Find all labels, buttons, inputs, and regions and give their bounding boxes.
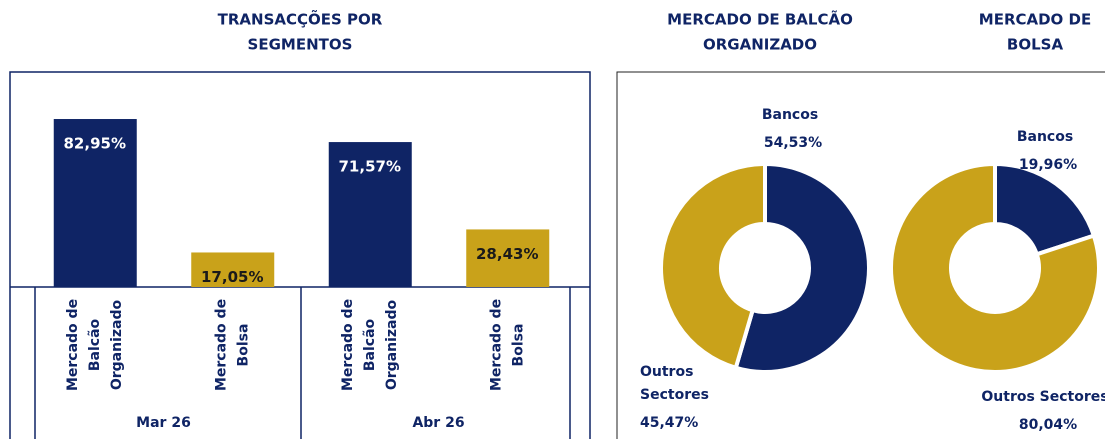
chart-title: MERCADO DE xyxy=(979,11,1091,29)
slice-label: Bancos xyxy=(762,107,818,123)
bar xyxy=(328,142,412,287)
donut-slice xyxy=(659,161,767,371)
slice-value: 45,47% xyxy=(640,415,698,431)
group-label: Abr 26 xyxy=(412,415,464,431)
value-label: 17,05% xyxy=(201,268,263,286)
bar-panel xyxy=(9,71,591,439)
category-label: Organizado xyxy=(109,299,125,390)
slice-label: Sectores xyxy=(640,387,709,403)
bar xyxy=(466,229,550,287)
category-label: Bolsa xyxy=(510,324,526,367)
category-label: Balcão xyxy=(87,318,103,371)
slice-label: Bancos xyxy=(1017,129,1073,145)
chart-title: SEGMENTOS xyxy=(248,36,353,54)
category-label: Bolsa xyxy=(235,324,251,367)
value-label: 28,43% xyxy=(476,245,538,263)
value-label: 82,95% xyxy=(64,135,126,153)
chart-title: ORGANIZADO xyxy=(703,36,817,54)
donut-panel xyxy=(616,71,1105,439)
category-label: Mercado de xyxy=(213,299,229,391)
slice-value: 54,53% xyxy=(764,135,822,151)
donut-slice xyxy=(993,161,1097,257)
category-label: Mercado de xyxy=(65,299,81,391)
chart-title: BOLSA xyxy=(1007,36,1064,54)
chart-title: TRANSACÇÕES POR xyxy=(218,10,383,29)
donut-slice xyxy=(889,161,1101,374)
group-label: Mar 26 xyxy=(136,415,191,431)
bar xyxy=(191,252,275,287)
slice-label: Outros xyxy=(640,364,693,380)
chart-title: MERCADO DE BALCÃO xyxy=(667,10,853,29)
category-label: Mercado de xyxy=(488,299,504,391)
bar xyxy=(53,119,137,288)
category-label: Balcão xyxy=(362,318,378,371)
slice-value: 80,04% xyxy=(1019,417,1077,433)
value-label: 71,57% xyxy=(339,158,401,176)
donut-slice xyxy=(733,161,871,374)
slice-label: Outros Sectores xyxy=(981,389,1105,405)
slice-value: 19,96% xyxy=(1019,157,1077,173)
category-label: Mercado de xyxy=(340,299,356,391)
category-label: Organizado xyxy=(384,299,400,390)
